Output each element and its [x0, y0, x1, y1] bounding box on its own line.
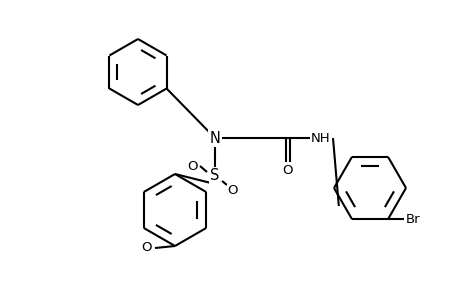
Text: O: O	[187, 160, 198, 172]
Text: N: N	[209, 130, 220, 146]
Text: O: O	[282, 164, 293, 176]
Text: S: S	[210, 169, 219, 184]
Text: O: O	[227, 184, 238, 196]
Text: O: O	[141, 242, 152, 254]
Text: NH: NH	[310, 131, 330, 145]
Text: Br: Br	[405, 213, 420, 226]
